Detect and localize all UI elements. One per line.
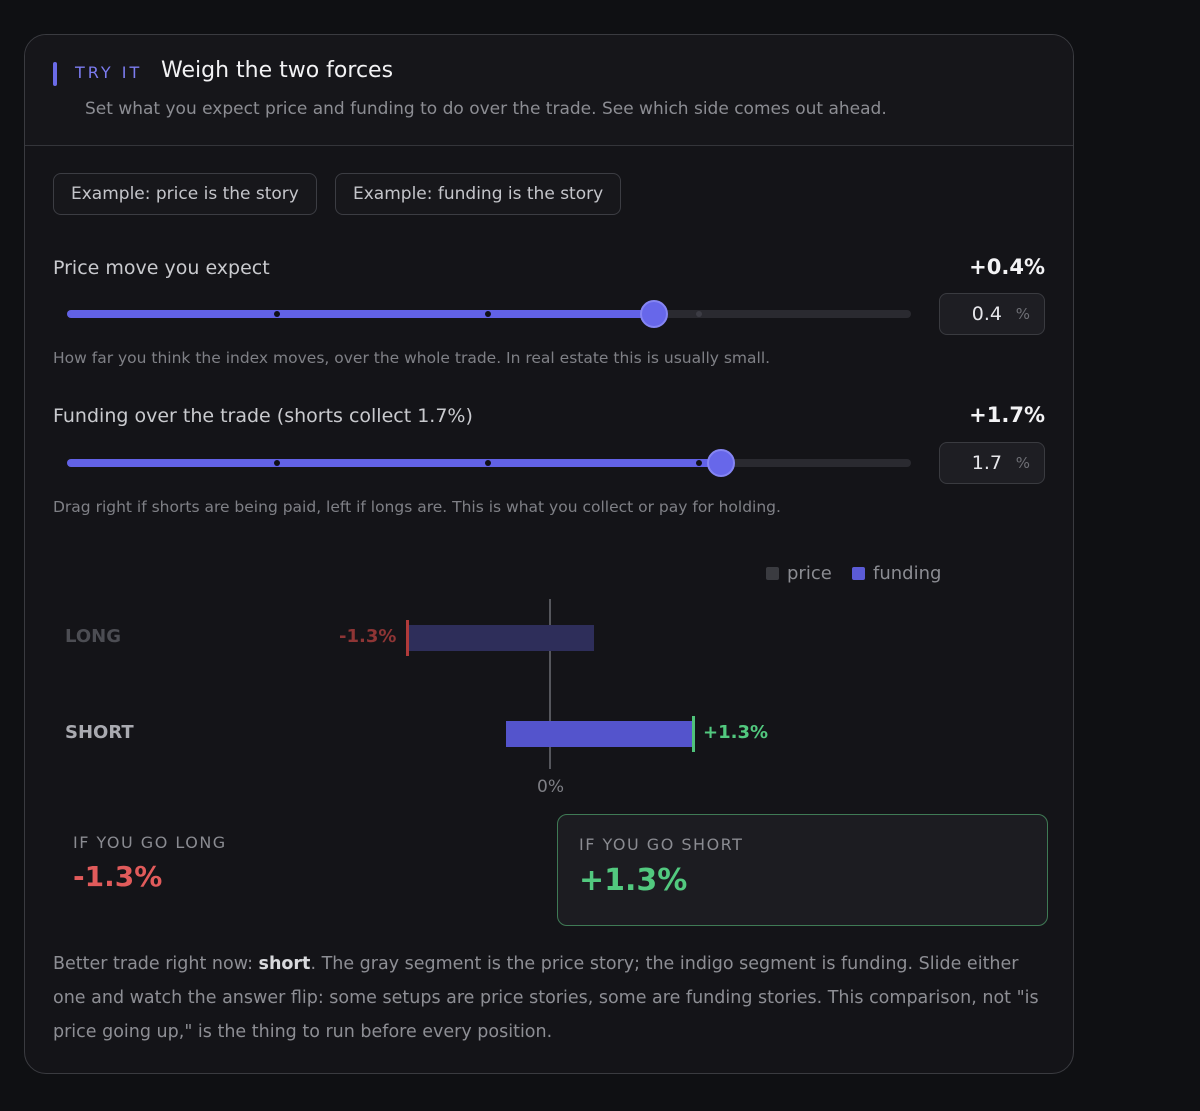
funding-input-unit: % bbox=[1015, 454, 1030, 472]
funding-input-value: 1.7 bbox=[971, 452, 1002, 474]
slider-tick bbox=[696, 460, 702, 466]
slider-tick bbox=[274, 311, 280, 317]
slider-tick bbox=[274, 460, 280, 466]
net-label-long: -1.3% bbox=[339, 626, 397, 647]
legend-price-swatch bbox=[766, 567, 779, 580]
explanation-lead: Better trade right now: bbox=[53, 954, 259, 974]
price-input-unit: % bbox=[1015, 305, 1030, 323]
row-label-short: SHORT bbox=[65, 722, 134, 743]
price-move-label: Price move you expect bbox=[53, 257, 270, 279]
net-label-short: +1.3% bbox=[703, 722, 769, 743]
eyebrow-label: TRY IT bbox=[75, 63, 143, 82]
zero-axis-label: 0% bbox=[537, 777, 564, 797]
price-slider-fill bbox=[67, 310, 654, 318]
legend-funding-swatch bbox=[852, 567, 865, 580]
price-slider-thumb[interactable] bbox=[639, 300, 668, 328]
long-result-value: -1.3% bbox=[73, 860, 163, 893]
row-label-long: LONG bbox=[65, 626, 121, 647]
funding-bar-short bbox=[506, 721, 693, 747]
accent-bar bbox=[53, 62, 57, 86]
zero-axis-line bbox=[549, 599, 551, 769]
funding-bar-long bbox=[407, 625, 594, 651]
funding-value: +1.7% bbox=[969, 403, 1045, 427]
try-it-card: TRY IT Weigh the two forces Set what you… bbox=[24, 34, 1074, 1074]
price-move-value: +0.4% bbox=[969, 255, 1045, 279]
price-hint: How far you think the index moves, over … bbox=[53, 349, 771, 367]
example-price-button[interactable]: Example: price is the story bbox=[53, 173, 317, 215]
legend-price: price bbox=[766, 563, 832, 584]
card-subtitle: Set what you expect price and funding to… bbox=[85, 99, 887, 119]
long-result-label: IF YOU GO LONG bbox=[73, 833, 227, 852]
net-marker-long bbox=[406, 620, 409, 656]
slider-tick bbox=[485, 311, 491, 317]
funding-slider-fill bbox=[67, 459, 722, 467]
funding-label: Funding over the trade (shorts collect 1… bbox=[53, 405, 473, 427]
funding-slider[interactable] bbox=[67, 449, 911, 477]
funding-slider-thumb[interactable] bbox=[707, 449, 736, 477]
card-header: TRY IT Weigh the two forces Set what you… bbox=[25, 35, 1073, 146]
price-input-value: 0.4 bbox=[971, 303, 1002, 325]
funding-hint: Drag right if shorts are being paid, lef… bbox=[53, 498, 781, 516]
legend-price-label: price bbox=[787, 563, 832, 584]
legend-funding-label: funding bbox=[873, 563, 942, 584]
legend-funding: funding bbox=[852, 563, 941, 584]
price-slider[interactable] bbox=[67, 300, 911, 328]
short-result-card: IF YOU GO SHORT +1.3% bbox=[557, 814, 1048, 926]
card-title: Weigh the two forces bbox=[161, 58, 394, 83]
better-side: short bbox=[258, 954, 311, 974]
short-result-value: +1.3% bbox=[579, 863, 688, 898]
net-marker-short bbox=[692, 716, 695, 752]
funding-input[interactable]: 1.7 % bbox=[939, 442, 1045, 484]
slider-tick bbox=[485, 460, 491, 466]
example-funding-button[interactable]: Example: funding is the story bbox=[335, 173, 622, 215]
short-result-label: IF YOU GO SHORT bbox=[579, 835, 744, 854]
explanation-rest: . The gray segment is the price story; t… bbox=[53, 954, 1039, 1042]
slider-tick bbox=[696, 311, 702, 317]
explanation-text: Better trade right now: short. The gray … bbox=[53, 947, 1053, 1049]
price-input[interactable]: 0.4 % bbox=[939, 293, 1045, 335]
